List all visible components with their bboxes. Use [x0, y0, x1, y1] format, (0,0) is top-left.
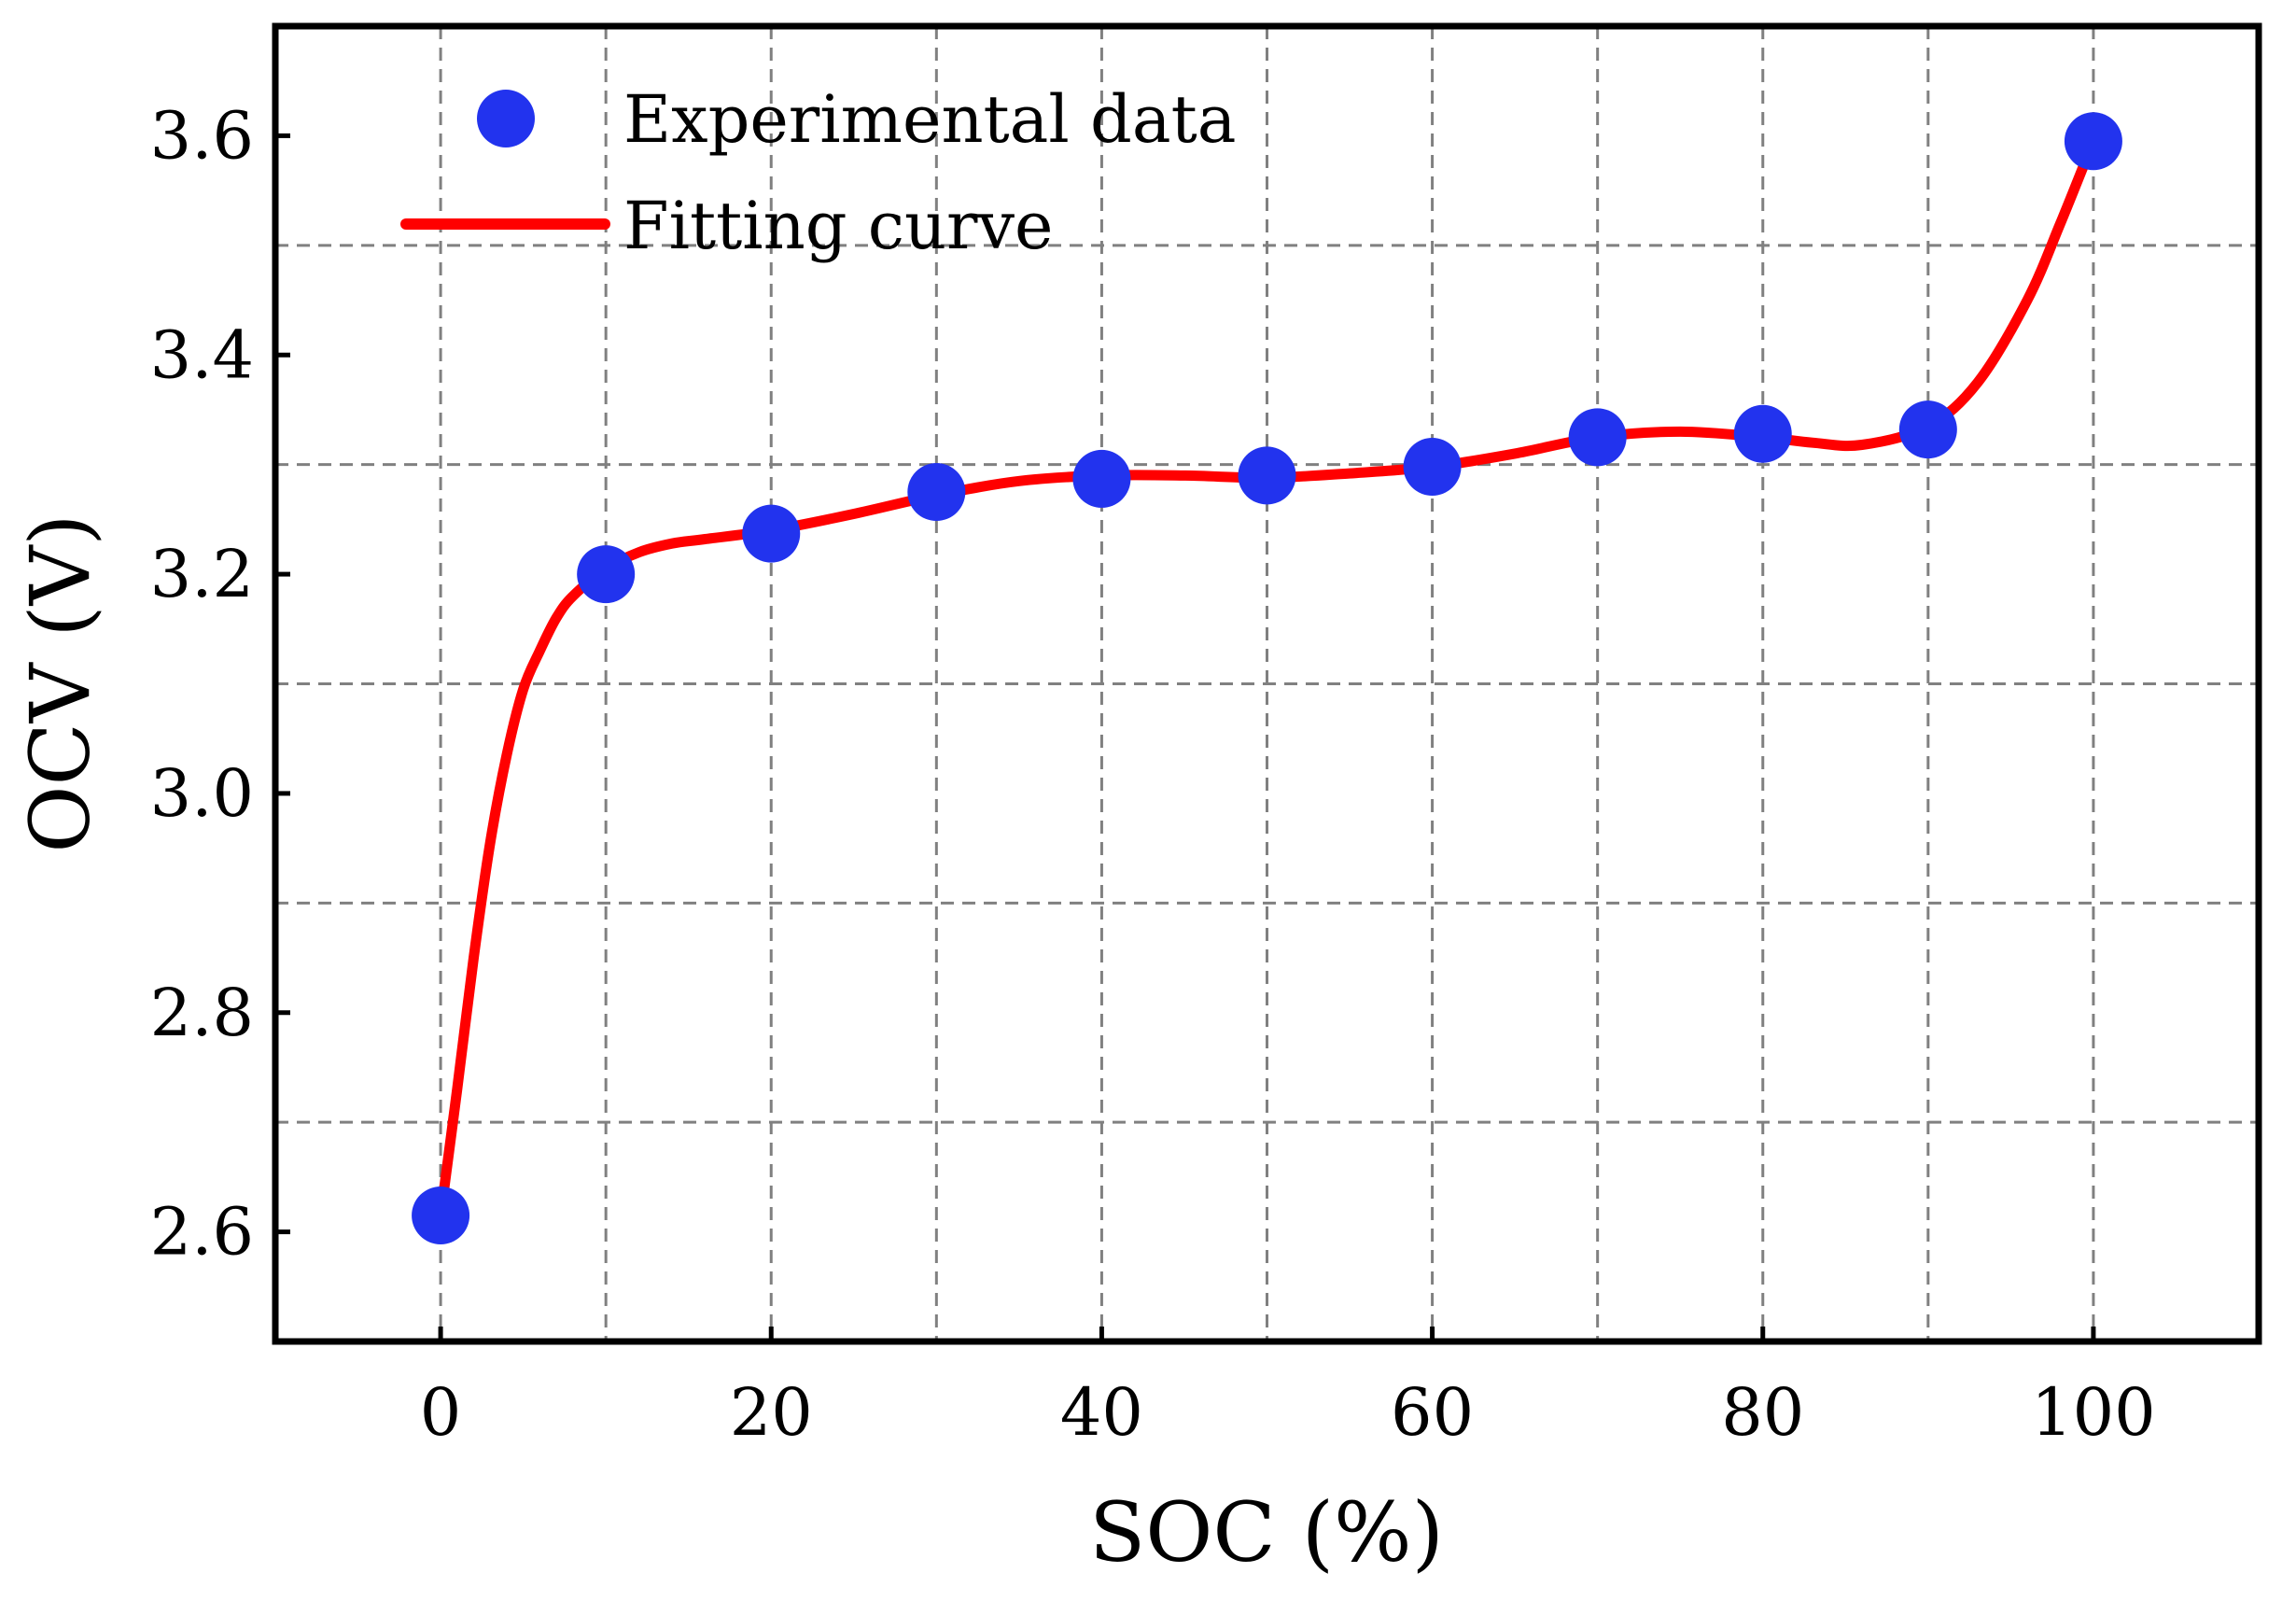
data-point-soc-90 — [1898, 400, 1957, 459]
data-point-soc-70 — [1568, 408, 1627, 467]
axis-ticks — [275, 133, 2096, 1341]
y-tick-label-3-2: 3.2 — [150, 536, 254, 612]
data-point-soc-30 — [907, 463, 966, 522]
data-point-soc-0 — [412, 1186, 470, 1244]
data-point-soc-60 — [1403, 438, 1462, 497]
legend-label-fitting: Fitting curve — [623, 188, 1053, 264]
y-axis-title: OCV (V) — [12, 513, 108, 852]
y-tick-label-2-8: 2.8 — [150, 975, 254, 1051]
x-tick-label-100: 100 — [2031, 1374, 2156, 1451]
y-tick-label-2-6: 2.6 — [150, 1194, 254, 1271]
fitting-curve-line — [435, 135, 2099, 1221]
legend-marker-experimental — [477, 90, 535, 147]
data-point-soc-40 — [1072, 449, 1131, 508]
legend: Experimental data Fitting curve — [400, 81, 1236, 264]
experimental-points-layer — [412, 112, 2122, 1244]
y-tick-label-3-6: 3.6 — [150, 97, 254, 174]
fitting-curve-layer — [435, 135, 2099, 1221]
y-tick-label-3-4: 3.4 — [150, 316, 254, 393]
tick-labels: 0 20 40 60 80 100 2.6 2.8 3.0 3.2 3.4 3.6 — [150, 97, 2156, 1451]
x-tick-label-20: 20 — [730, 1374, 813, 1451]
x-tick-label-60: 60 — [1391, 1374, 1474, 1451]
x-tick-label-40: 40 — [1060, 1374, 1143, 1451]
legend-label-experimental: Experimental data — [623, 81, 1236, 158]
data-point-soc-50 — [1238, 446, 1296, 505]
x-axis-title: SOC (%) — [1089, 1484, 1444, 1580]
data-point-soc-10 — [577, 545, 636, 604]
data-point-soc-20 — [742, 504, 801, 563]
x-tick-label-80: 80 — [1721, 1374, 1804, 1451]
data-point-soc-80 — [1733, 404, 1792, 463]
data-point-soc-100 — [2064, 112, 2122, 171]
y-tick-label-3: 3.0 — [150, 755, 254, 832]
plot-frame — [272, 22, 2262, 1345]
x-tick-label-0: 0 — [420, 1374, 462, 1451]
